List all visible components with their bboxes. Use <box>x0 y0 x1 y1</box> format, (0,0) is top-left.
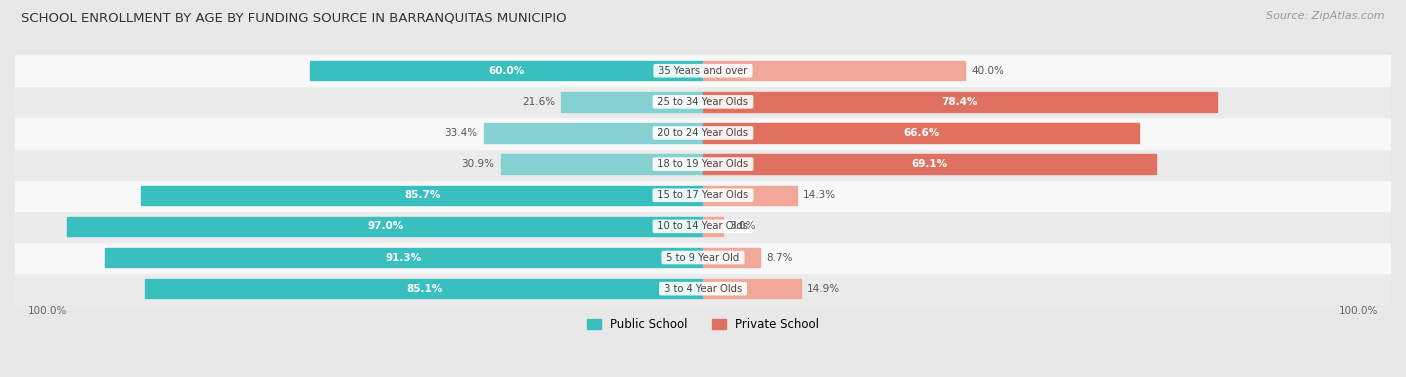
Text: 14.3%: 14.3% <box>803 190 837 200</box>
Text: 18 to 19 Year Olds: 18 to 19 Year Olds <box>654 159 752 169</box>
Text: 20 to 24 Year Olds: 20 to 24 Year Olds <box>654 128 752 138</box>
Text: 35 Years and over: 35 Years and over <box>655 66 751 76</box>
Bar <box>703 185 797 205</box>
Text: SCHOOL ENROLLMENT BY AGE BY FUNDING SOURCE IN BARRANQUITAS MUNICIPIO: SCHOOL ENROLLMENT BY AGE BY FUNDING SOUR… <box>21 11 567 24</box>
Bar <box>15 117 1391 149</box>
Bar <box>484 123 703 143</box>
Bar <box>703 61 965 80</box>
Bar <box>15 86 1391 117</box>
Text: 3.0%: 3.0% <box>730 221 755 231</box>
Bar <box>15 211 1391 242</box>
Text: 10 to 14 Year Olds: 10 to 14 Year Olds <box>654 221 752 231</box>
Bar <box>105 248 703 267</box>
Text: 100.0%: 100.0% <box>1339 306 1378 316</box>
Text: 15 to 17 Year Olds: 15 to 17 Year Olds <box>654 190 752 200</box>
Bar <box>15 242 1391 273</box>
Bar <box>309 61 703 80</box>
Text: 100.0%: 100.0% <box>28 306 67 316</box>
Bar <box>703 92 1216 112</box>
Bar <box>703 217 723 236</box>
Bar <box>15 149 1391 180</box>
Text: 66.6%: 66.6% <box>903 128 939 138</box>
Text: 8.7%: 8.7% <box>766 253 793 262</box>
Text: 30.9%: 30.9% <box>461 159 494 169</box>
Bar <box>142 185 703 205</box>
Bar <box>703 123 1139 143</box>
Text: 78.4%: 78.4% <box>942 97 979 107</box>
Bar <box>15 180 1391 211</box>
Text: 3 to 4 Year Olds: 3 to 4 Year Olds <box>661 284 745 294</box>
Text: Source: ZipAtlas.com: Source: ZipAtlas.com <box>1267 11 1385 21</box>
Text: 97.0%: 97.0% <box>367 221 404 231</box>
Text: 69.1%: 69.1% <box>911 159 948 169</box>
Text: 85.7%: 85.7% <box>404 190 440 200</box>
Text: 40.0%: 40.0% <box>972 66 1004 76</box>
Text: 60.0%: 60.0% <box>488 66 524 76</box>
Text: 21.6%: 21.6% <box>522 97 555 107</box>
Text: 5 to 9 Year Old: 5 to 9 Year Old <box>664 253 742 262</box>
Bar <box>703 155 1156 174</box>
Bar <box>15 273 1391 304</box>
Text: 33.4%: 33.4% <box>444 128 478 138</box>
Text: 25 to 34 Year Olds: 25 to 34 Year Olds <box>654 97 752 107</box>
Bar <box>703 279 800 298</box>
Legend: Public School, Private School: Public School, Private School <box>582 314 824 336</box>
Bar <box>501 155 703 174</box>
Text: 14.9%: 14.9% <box>807 284 841 294</box>
Bar <box>67 217 703 236</box>
Bar <box>15 55 1391 86</box>
Text: 85.1%: 85.1% <box>406 284 443 294</box>
Bar <box>145 279 703 298</box>
Bar <box>561 92 703 112</box>
Bar <box>703 248 761 267</box>
Text: 91.3%: 91.3% <box>385 253 422 262</box>
